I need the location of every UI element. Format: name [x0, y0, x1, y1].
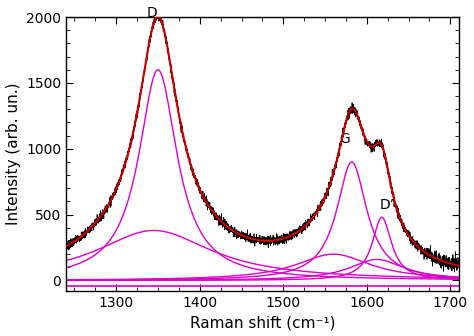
Text: D: D [147, 6, 157, 20]
Text: D’: D’ [379, 198, 394, 212]
Text: G: G [340, 132, 350, 146]
X-axis label: Raman shift (cm⁻¹): Raman shift (cm⁻¹) [190, 316, 335, 330]
Y-axis label: Intensity (arb. un.): Intensity (arb. un.) [6, 83, 20, 225]
